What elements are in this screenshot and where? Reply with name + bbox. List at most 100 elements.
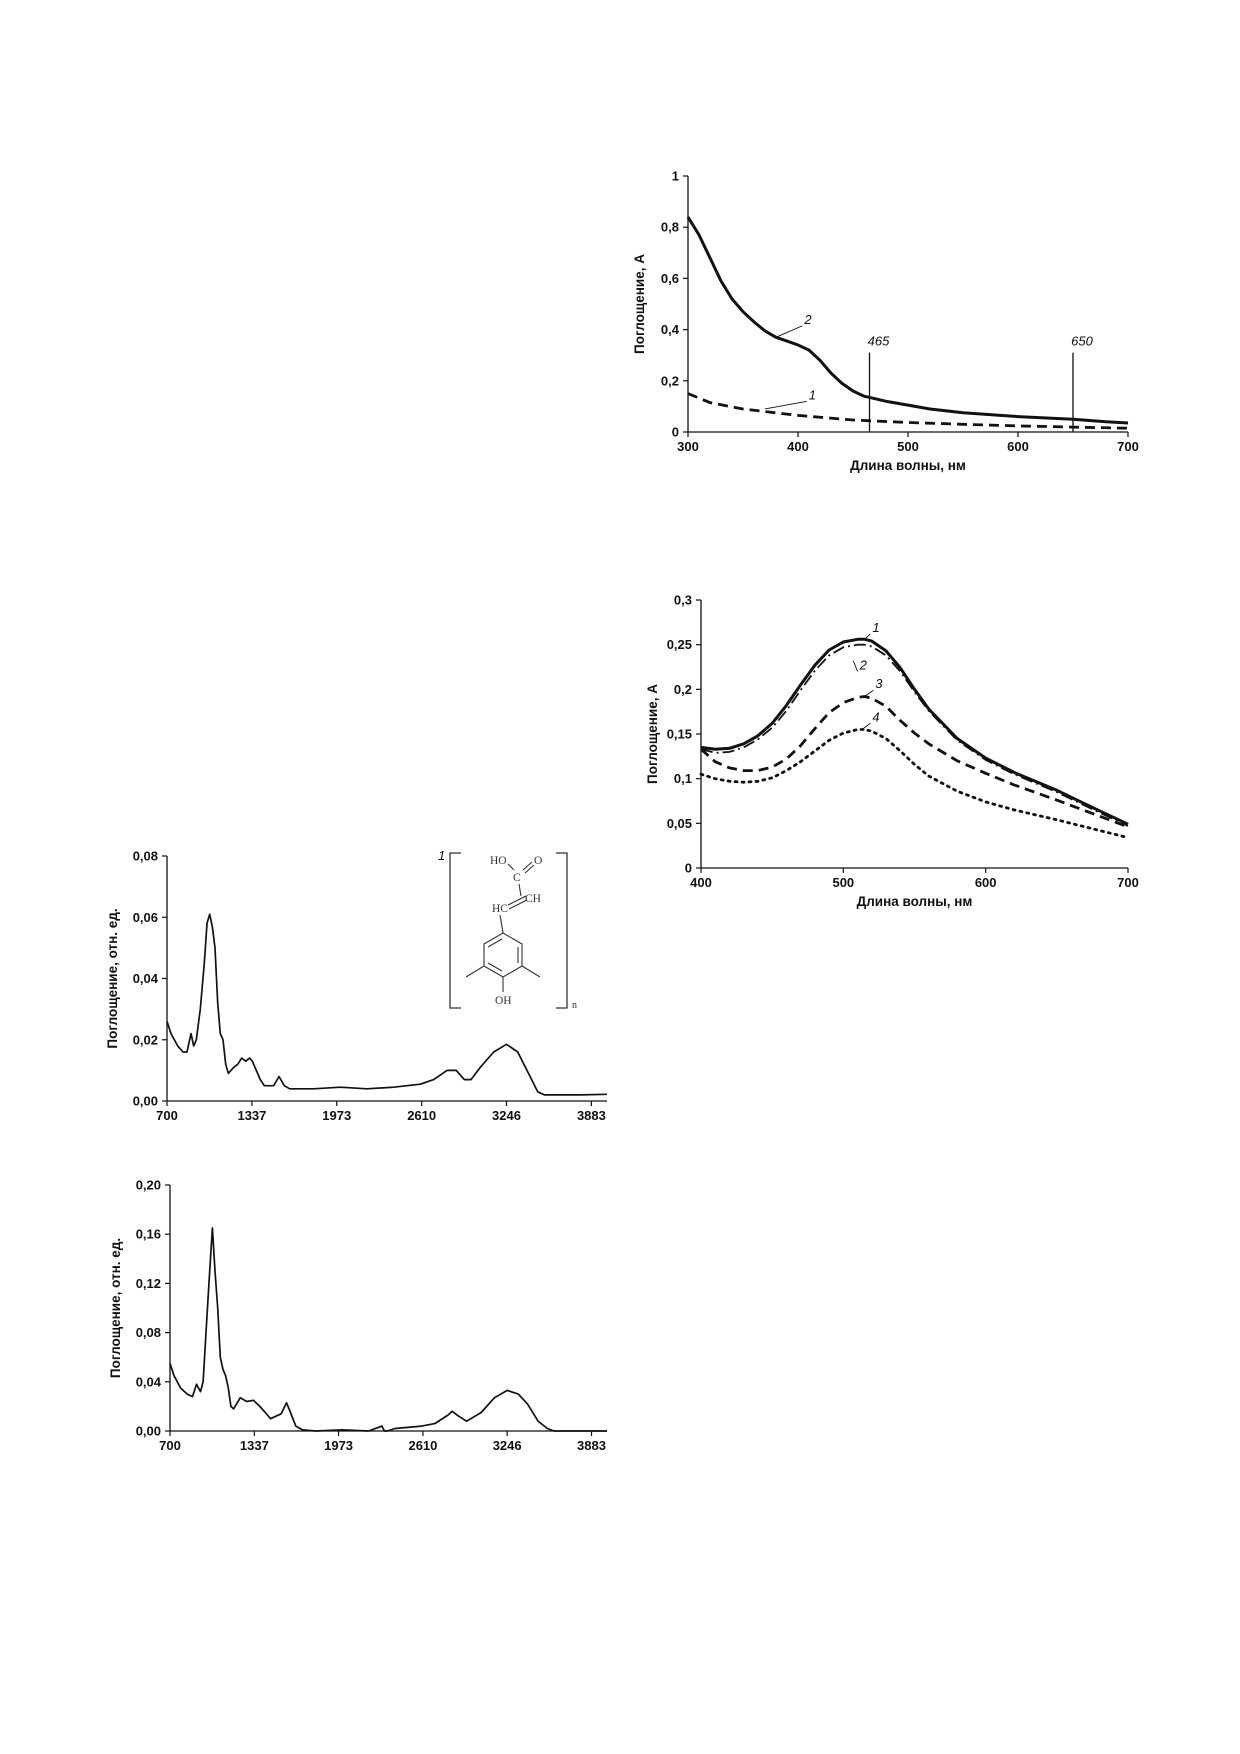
atom-ho: HO xyxy=(490,855,507,867)
series-line-4 xyxy=(699,728,1130,839)
y-tick-label: 0,02 xyxy=(133,1032,158,1047)
y-tick-label: 0 xyxy=(672,425,679,440)
series-line-1 xyxy=(700,637,1129,826)
y-axis-label: Поглощение, отн. ед. xyxy=(105,908,120,1048)
y-tick-label: 0,05 xyxy=(667,816,692,831)
atom-o: O xyxy=(534,855,542,867)
series-label-1: 1 xyxy=(872,620,879,635)
series-label-2: 2 xyxy=(803,312,812,327)
chart-absorption-spectrum-2: 0 0,05 0,1 0,15 0,2 0,25 0,3 400 500 600 700 Длина … xyxy=(645,593,1139,910)
series-line-3 xyxy=(700,695,1129,829)
atom-oh: OH xyxy=(495,995,512,1007)
y-tick-label: 0,1 xyxy=(674,771,692,786)
marker-label-465: 465 xyxy=(868,333,890,348)
bond-ho-c xyxy=(507,863,515,871)
chart-ir-spectrum-2: 0,00 0,04 0,08 0,12 0,16 0,20 700 1337 1973 2610 3… xyxy=(108,1178,607,1453)
y-tick-label: 0,04 xyxy=(133,971,159,986)
chemical-structure: 1 n HO C O HC CH OH xyxy=(438,848,577,1011)
x-tick-label: 600 xyxy=(1007,439,1029,454)
y-tick-label: 1 xyxy=(672,169,679,184)
y-axis-label: Поглощение, А xyxy=(632,254,647,354)
y-tick-label: 0,2 xyxy=(674,682,692,697)
y-tick-label: 0,15 xyxy=(667,727,692,742)
atom-c: C xyxy=(513,872,521,884)
y-tick-label: 0,00 xyxy=(133,1094,158,1109)
series-label-4: 4 xyxy=(872,709,879,724)
series-line-2 xyxy=(700,643,1129,827)
ring-double-2 xyxy=(487,938,503,948)
x-tick-label: 3246 xyxy=(493,1438,522,1453)
atom-hc: HC xyxy=(492,903,508,915)
right-bracket xyxy=(556,852,568,1009)
structure-label: 1 xyxy=(438,848,445,863)
series-line-1 xyxy=(687,392,1129,430)
y-tick-label: 0,8 xyxy=(661,220,679,235)
y-axis-label: Поглощение, А xyxy=(645,684,660,784)
y-tick-label: 0,12 xyxy=(136,1276,161,1291)
x-axis-label: Длина волны, нм xyxy=(857,894,973,909)
chart-ir-spectrum-1: 0,00 0,02 0,04 0,06 0,08 700 1337 1973 2610 3246 3… xyxy=(105,849,608,1123)
series-label-3: 3 xyxy=(875,676,883,691)
bond-vinyl-2 xyxy=(508,899,528,910)
x-tick-label: 500 xyxy=(897,439,919,454)
x-tick-label: 700 xyxy=(156,1108,178,1123)
benzene-ring xyxy=(483,932,523,978)
bond-c-o-2 xyxy=(524,864,535,874)
ring-double-3 xyxy=(487,962,503,972)
x-axis-label: Длина волны, нм xyxy=(850,458,966,473)
structure-subscript-n: n xyxy=(572,1000,577,1011)
marker-label-650: 650 xyxy=(1071,333,1093,348)
left-bracket xyxy=(449,852,461,1009)
y-tick-label: 0,20 xyxy=(136,1178,161,1193)
x-tick-label: 700 xyxy=(1117,875,1139,890)
atom-ch: CH xyxy=(525,893,541,905)
chart-absorption-spectrum-1: 0 0,2 0,4 0,6 0,8 1 300 400 500 600 700 Длина волны… xyxy=(632,169,1139,474)
x-tick-label: 2610 xyxy=(407,1108,436,1123)
x-tick-label: 3883 xyxy=(577,1438,606,1453)
x-tick-label: 300 xyxy=(677,439,699,454)
x-tick-label: 1973 xyxy=(322,1108,351,1123)
callout-leader-3 xyxy=(864,689,874,697)
y-tick-label: 0,04 xyxy=(136,1374,162,1389)
callout-leader-2 xyxy=(852,660,858,672)
methyl-left xyxy=(465,965,485,978)
y-axis-label: Поглощение, отн. ед. xyxy=(108,1238,123,1378)
bond-vinyl-ring xyxy=(499,914,504,934)
x-tick-label: 3246 xyxy=(492,1108,521,1123)
bond-c-ch xyxy=(518,883,522,897)
bond-vinyl-1 xyxy=(507,895,527,906)
y-tick-label: 0,16 xyxy=(136,1227,161,1242)
methyl-right xyxy=(521,965,541,978)
x-tick-label: 700 xyxy=(1117,439,1139,454)
x-tick-label: 3883 xyxy=(577,1108,606,1123)
y-tick-label: 0 xyxy=(685,861,692,876)
series-line-1 xyxy=(166,913,608,1096)
y-tick-label: 0,3 xyxy=(674,593,692,608)
bond-c-o-1 xyxy=(522,861,533,871)
x-tick-label: 1337 xyxy=(240,1438,269,1453)
callout-leader-1 xyxy=(764,400,807,410)
series-label-1: 1 xyxy=(809,387,816,402)
callout-leader-2 xyxy=(775,325,803,338)
x-tick-label: 700 xyxy=(159,1438,181,1453)
callout-leader-1 xyxy=(864,633,871,640)
x-tick-label: 500 xyxy=(832,875,854,890)
y-tick-label: 0,6 xyxy=(661,271,679,286)
y-tick-label: 0,06 xyxy=(133,910,158,925)
x-tick-label: 1337 xyxy=(237,1108,266,1123)
callout-leader-4 xyxy=(862,722,871,729)
y-tick-label: 0,2 xyxy=(661,373,679,388)
x-tick-label: 400 xyxy=(690,875,712,890)
series-label-2: 2 xyxy=(859,657,868,672)
x-tick-label: 400 xyxy=(787,439,809,454)
x-tick-label: 1973 xyxy=(324,1438,353,1453)
y-tick-label: 0,00 xyxy=(136,1424,161,1439)
y-tick-label: 0,4 xyxy=(661,322,680,337)
x-tick-label: 600 xyxy=(975,875,997,890)
y-tick-label: 0,08 xyxy=(136,1325,161,1340)
y-tick-label: 0,08 xyxy=(133,849,158,864)
series-line-2 xyxy=(686,216,1129,425)
x-tick-label: 2610 xyxy=(408,1438,437,1453)
series-line-1 xyxy=(169,1227,607,1432)
